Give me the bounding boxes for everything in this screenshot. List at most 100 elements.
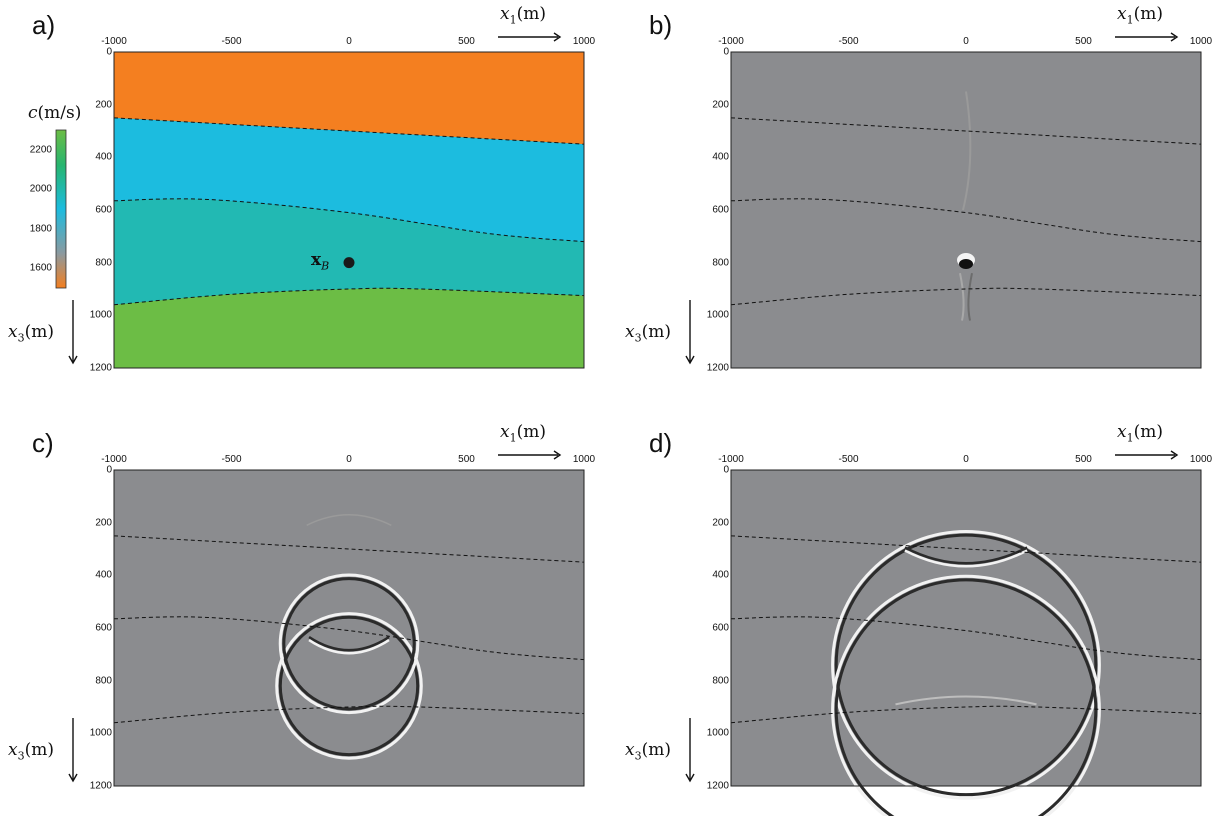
interface-1 xyxy=(730,535,1202,563)
interface-1 xyxy=(113,535,585,563)
reflected-arc-light xyxy=(308,638,390,655)
x-tick-label: 500 xyxy=(458,36,475,47)
plot-frame xyxy=(113,469,585,787)
interface-3 xyxy=(730,705,1202,724)
reflected-arc-light xyxy=(904,549,1028,568)
x-tick-label: -1000 xyxy=(718,454,744,465)
layer-1 xyxy=(114,52,584,145)
colorbar-tick: 2000 xyxy=(29,183,52,195)
x-tick-label: 1000 xyxy=(572,36,596,47)
y-tick-label: 1000 xyxy=(89,309,112,321)
x-tick-label: 1000 xyxy=(1189,36,1213,47)
y-tick-label: 0 xyxy=(723,46,729,58)
y-tick-label: 200 xyxy=(95,99,112,111)
y-tick-label: 800 xyxy=(712,675,729,687)
x-axis-arrow xyxy=(1115,450,1179,460)
wavefield-background xyxy=(731,470,1201,786)
interface-1 xyxy=(113,117,585,145)
colorbar-tick: 2200 xyxy=(29,144,52,156)
x-tick-label: -500 xyxy=(838,454,859,465)
y-tick-label: 400 xyxy=(712,569,729,581)
y-tick-label: 200 xyxy=(712,517,729,529)
ring-lower-outer xyxy=(831,574,1101,816)
y-tick-label: 1200 xyxy=(706,780,729,792)
x-tick-label: -1000 xyxy=(718,36,744,47)
colorbar-tick: 1600 xyxy=(29,262,52,274)
x-tick-label: 500 xyxy=(458,454,475,465)
panel-label: b) xyxy=(649,10,673,40)
y-tick-label: 600 xyxy=(95,204,112,216)
wavefield-background xyxy=(114,470,584,786)
y-tick-label: 800 xyxy=(95,257,112,269)
panel-label: a) xyxy=(32,10,56,40)
x-tick-label: -1000 xyxy=(101,454,127,465)
focus-dark xyxy=(959,258,973,269)
plot-area xyxy=(730,51,1202,369)
y-tick-label: 600 xyxy=(712,622,729,634)
x-axis-label: x1(m) xyxy=(1117,4,1163,27)
panel-b: b) x1(m) x3(m) -1000 -500 0 500 1000 0 200 400 6… xyxy=(617,0,1218,398)
y-axis-arrow xyxy=(68,718,78,783)
y-tick-label: 800 xyxy=(95,675,112,687)
y-tick-label: 200 xyxy=(712,99,729,111)
x-tick-label: 0 xyxy=(346,36,352,47)
x-tick-label: -500 xyxy=(221,36,242,47)
y-axis-arrow xyxy=(685,300,695,365)
tail xyxy=(967,272,973,321)
faint-arc xyxy=(895,695,1037,706)
y-axis-label: x3(m) xyxy=(625,322,671,345)
colorbar xyxy=(55,129,67,289)
x-axis-label: x1(m) xyxy=(500,4,546,27)
y-tick-label: 1200 xyxy=(89,780,112,792)
y-tick-label: 400 xyxy=(95,569,112,581)
x-tick-label: 1000 xyxy=(1189,454,1213,465)
panel-label: d) xyxy=(649,428,673,458)
y-tick-label: 400 xyxy=(712,151,729,163)
plot-area xyxy=(113,469,585,787)
interface-3 xyxy=(730,287,1202,306)
plot-frame xyxy=(730,469,1202,787)
ring-big-inner xyxy=(834,533,1098,797)
x-axis-label: x1(m) xyxy=(1117,422,1163,445)
y-tick-label: 400 xyxy=(95,151,112,163)
wavefronts xyxy=(957,91,975,321)
reflected-arc-dark xyxy=(904,546,1028,565)
y-tick-label: 800 xyxy=(712,257,729,269)
source-point-label: xB xyxy=(311,249,330,273)
y-tick-label: 0 xyxy=(723,464,729,476)
x-tick-label: 500 xyxy=(1075,454,1092,465)
panel-c: c) x1(m) x3(m) -1000 -500 0 500 1000 0 200 400 6… xyxy=(0,418,609,816)
x-axis-label: x1(m) xyxy=(500,422,546,445)
x-axis-arrow xyxy=(1115,32,1179,42)
panel-d: d) x1(m) x3(m) -1000 -500 0 500 1000 0 200 400 6… xyxy=(617,418,1218,816)
x-tick-label: 0 xyxy=(963,36,969,47)
plot-area xyxy=(113,51,585,369)
x-axis-arrow xyxy=(498,32,562,42)
y-axis-label: x3(m) xyxy=(625,740,671,763)
ring-lower-outer xyxy=(275,612,423,760)
tail xyxy=(959,272,965,321)
plot-frame xyxy=(113,51,585,369)
x-tick-label: 0 xyxy=(963,454,969,465)
x-tick-label: 500 xyxy=(1075,36,1092,47)
reflected-arc-dark xyxy=(308,635,390,652)
interface-1 xyxy=(730,117,1202,145)
ring-upper-inner xyxy=(282,577,416,711)
y-axis-label: x3(m) xyxy=(8,322,54,345)
x-tick-label: -1000 xyxy=(101,36,127,47)
y-tick-label: 1000 xyxy=(706,309,729,321)
x-tick-label: 0 xyxy=(346,454,352,465)
tail xyxy=(962,91,972,211)
y-tick-label: 1200 xyxy=(706,362,729,374)
y-tick-label: 0 xyxy=(106,46,112,58)
wavefronts xyxy=(275,514,423,760)
plot-frame xyxy=(730,51,1202,369)
ring-lower-inner xyxy=(278,615,420,757)
y-tick-label: 1200 xyxy=(89,362,112,374)
x-tick-label: 1000 xyxy=(572,454,596,465)
x-tick-label: -500 xyxy=(221,454,242,465)
colorbar-tick: 1800 xyxy=(29,223,52,235)
y-tick-label: 600 xyxy=(712,204,729,216)
ring-upper-outer xyxy=(278,573,420,715)
plot-area xyxy=(730,469,1202,816)
